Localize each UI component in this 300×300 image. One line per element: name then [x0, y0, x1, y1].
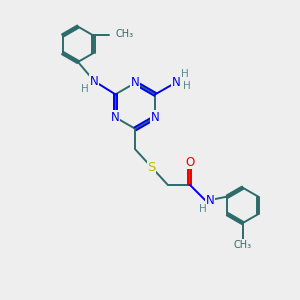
Text: N: N: [171, 76, 180, 89]
Text: H: H: [183, 80, 191, 91]
Text: H: H: [181, 69, 188, 79]
Text: N: N: [206, 194, 215, 207]
Text: N: N: [90, 75, 99, 88]
Text: O: O: [185, 156, 194, 169]
Text: H: H: [199, 204, 206, 214]
Text: CH₃: CH₃: [116, 29, 134, 39]
Text: N: N: [111, 111, 120, 124]
Text: CH₃: CH₃: [234, 239, 252, 250]
Text: H: H: [81, 84, 88, 94]
Text: S: S: [147, 160, 156, 174]
Text: N: N: [151, 111, 160, 124]
Text: N: N: [131, 76, 140, 89]
